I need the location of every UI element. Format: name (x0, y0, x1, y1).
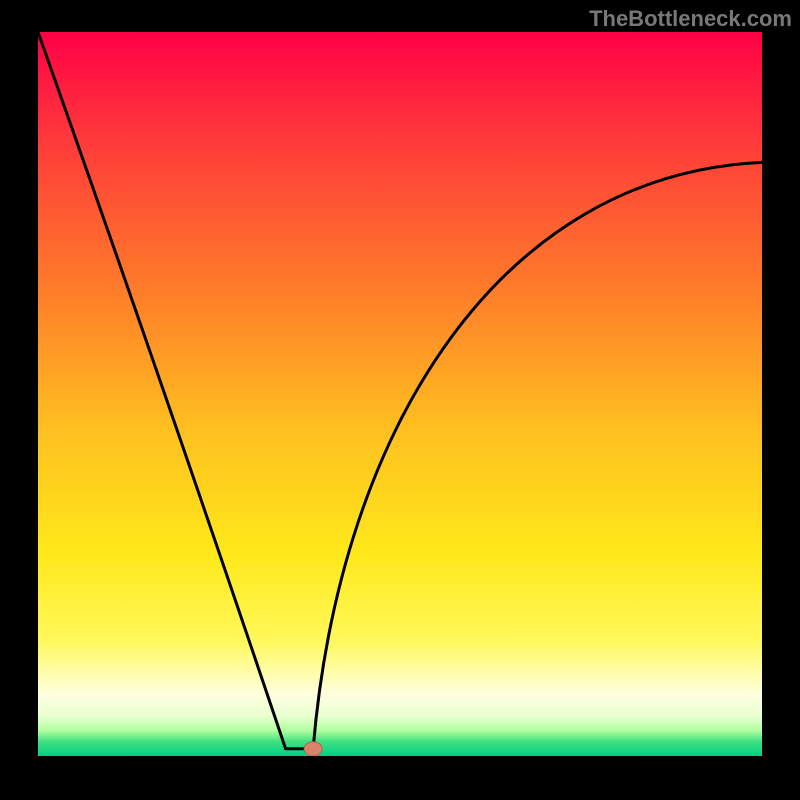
watermark-text: TheBottleneck.com (589, 6, 792, 32)
plot-area (38, 32, 762, 756)
plot-svg (38, 32, 762, 756)
optimum-marker (304, 742, 322, 756)
gradient-background-rect (38, 32, 762, 756)
